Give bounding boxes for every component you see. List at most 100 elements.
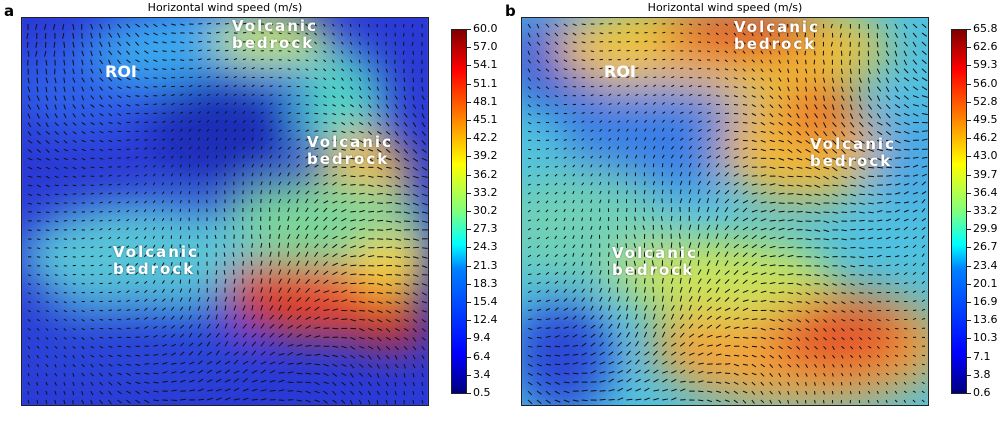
wind-arrow [206,379,213,383]
wind-arrow [554,354,561,357]
wind-arrow [63,318,67,321]
wind-arrow [188,235,191,239]
wind-arrow [341,86,345,90]
wind-arrow [626,368,632,374]
wind-arrow [652,110,656,114]
wind-arrow [760,264,767,267]
wind-arrow [724,279,730,284]
wind-arrow [698,59,702,61]
wind-arrow [572,279,576,284]
wind-arrow [581,252,585,258]
wind-arrow [233,387,240,392]
wind-arrow [572,334,578,338]
wind-arrow [769,318,775,322]
wind-arrow [269,379,276,383]
wind-arrow [545,227,549,231]
wind-arrow [376,86,379,91]
wind-arrow [805,95,808,101]
wind-arrow [527,363,533,367]
wind-arrow [841,301,846,305]
wind-arrow [669,224,672,230]
wind-arrow [563,41,568,45]
wind-arrow [395,247,402,250]
wind-arrow [590,94,594,97]
wind-arrow [260,341,265,347]
wind-arrow [386,220,393,223]
wind-arrow [527,68,531,73]
wind-arrow [778,139,785,143]
wind-arrow [680,102,684,106]
wind-arrow [287,305,292,311]
wind-arrow [108,390,112,396]
wind-arrow [27,139,33,144]
wind-arrow [796,337,801,341]
wind-arrow [679,189,682,195]
wind-arrow [368,336,374,340]
wind-arrow [830,41,833,47]
wind-arrow [27,364,30,368]
wind-arrow [170,333,176,338]
wind-arrow [161,315,166,320]
wind-arrow [903,59,908,66]
wind-arrow [90,372,94,377]
wind-arrow [903,113,910,117]
wind-arrow [760,345,766,350]
wind-arrow [135,32,140,38]
wind-arrow [769,381,773,386]
wind-arrow [572,217,575,222]
wind-arrow [697,215,701,222]
wind-arrow [733,199,739,204]
wind-arrow [751,183,758,186]
wind-arrow [296,41,300,44]
wind-arrow [563,316,569,320]
wind-arrow [850,202,857,205]
wind-arrow [886,246,891,249]
wind-arrow [287,41,291,44]
wind-arrow [590,370,597,374]
wind-arrow [126,191,130,195]
wind-arrow [796,283,802,286]
wind-arrow [787,390,790,395]
wind-arrow [117,390,122,395]
wind-arrow [545,218,549,222]
wind-arrow [90,192,94,195]
wind-arrow [153,146,157,150]
wind-arrow [706,352,713,356]
wind-arrow [215,31,220,34]
wind-arrow [778,319,784,323]
wind-arrow [90,77,94,83]
wind-arrow [706,128,711,132]
wind-arrow [545,59,549,64]
wind-arrow [278,120,282,123]
wind-arrow [117,363,122,367]
colorbar-tick-mark [467,120,471,121]
wind-arrow [350,345,356,350]
wind-arrow [867,354,872,358]
wind-arrow [796,363,800,368]
wind-arrow [27,327,31,331]
wind-arrow [742,200,749,204]
wind-arrow [161,217,165,222]
wind-arrow [189,389,195,392]
wind-arrow [170,315,175,320]
wind-arrow [63,77,66,84]
wind-arrow [63,113,67,119]
wind-arrow [724,172,729,177]
wind-arrow [572,164,576,168]
wind-arrow [581,352,588,356]
wind-arrow [527,183,531,186]
wind-arrow [617,370,624,374]
wind-arrow [45,95,49,101]
wind-arrow [868,292,873,294]
wind-arrow [385,381,389,387]
wind-arrow [90,255,94,258]
wind-arrow [305,59,309,62]
wind-arrow [153,381,159,384]
wind-arrow [769,104,774,109]
wind-arrow [314,104,318,107]
wind-arrow [45,354,49,358]
wind-arrow [644,397,650,401]
wind-arrow [152,253,156,258]
wind-arrow [877,237,883,240]
wind-arrow [814,336,819,341]
